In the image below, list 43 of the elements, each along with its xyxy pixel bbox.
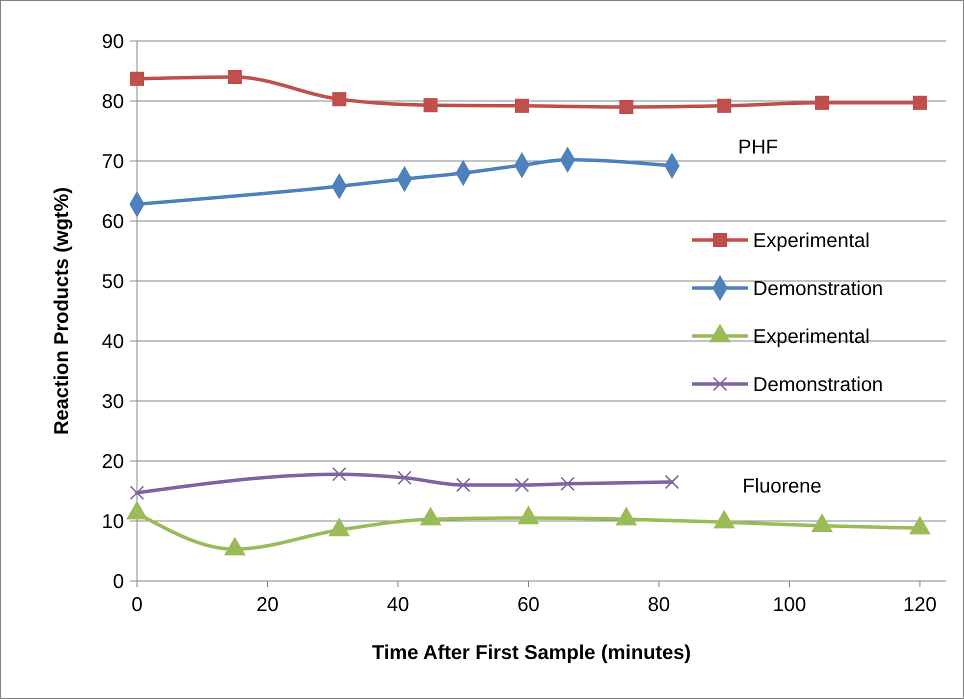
x-tick-label: 80 <box>648 594 670 616</box>
y-tick-label: 90 <box>102 31 124 53</box>
point <box>228 70 242 84</box>
y-tick-label: 70 <box>102 151 124 173</box>
point <box>420 507 441 526</box>
x-tick-label: 100 <box>772 594 806 616</box>
point <box>514 98 529 113</box>
x-tick-label: 20 <box>256 594 279 616</box>
point <box>332 92 346 106</box>
x-tick-label: 40 <box>386 594 410 616</box>
point <box>130 72 144 86</box>
y-tick-label: 20 <box>102 451 124 473</box>
point <box>912 96 927 110</box>
y-tick-label: 80 <box>102 91 124 113</box>
x-tick-label: 60 <box>517 594 540 616</box>
y-tick-label: 50 <box>102 271 124 293</box>
point <box>909 516 930 534</box>
y-tick-label: 30 <box>102 391 124 413</box>
legend-label: Demonstration <box>753 278 884 300</box>
point <box>328 518 350 536</box>
legend-label: Demonstration <box>753 374 884 396</box>
point <box>518 506 539 524</box>
y-tick-label: 10 <box>102 511 124 533</box>
x-axis-title: Time After First Sample (minutes) <box>372 642 691 664</box>
point <box>717 98 732 113</box>
point <box>224 537 246 556</box>
point <box>812 514 832 532</box>
point <box>616 507 637 526</box>
legend-label: Experimental <box>753 326 870 348</box>
x-tick-label: 0 <box>131 594 143 616</box>
legend-label: Experimental <box>753 230 870 252</box>
point <box>126 501 148 520</box>
y-tick-label: 60 <box>102 211 124 233</box>
point <box>714 510 735 528</box>
point <box>619 100 634 114</box>
y-tick-label: 40 <box>102 331 124 353</box>
annotation: Fluorene <box>742 475 822 498</box>
point <box>424 98 438 112</box>
y-axis-title: Reaction Products (wgt%) <box>51 187 73 435</box>
x-tick-label: 120 <box>903 594 937 616</box>
annotation: PHF <box>738 136 778 158</box>
point <box>815 96 830 110</box>
y-tick-label: 0 <box>112 571 124 593</box>
